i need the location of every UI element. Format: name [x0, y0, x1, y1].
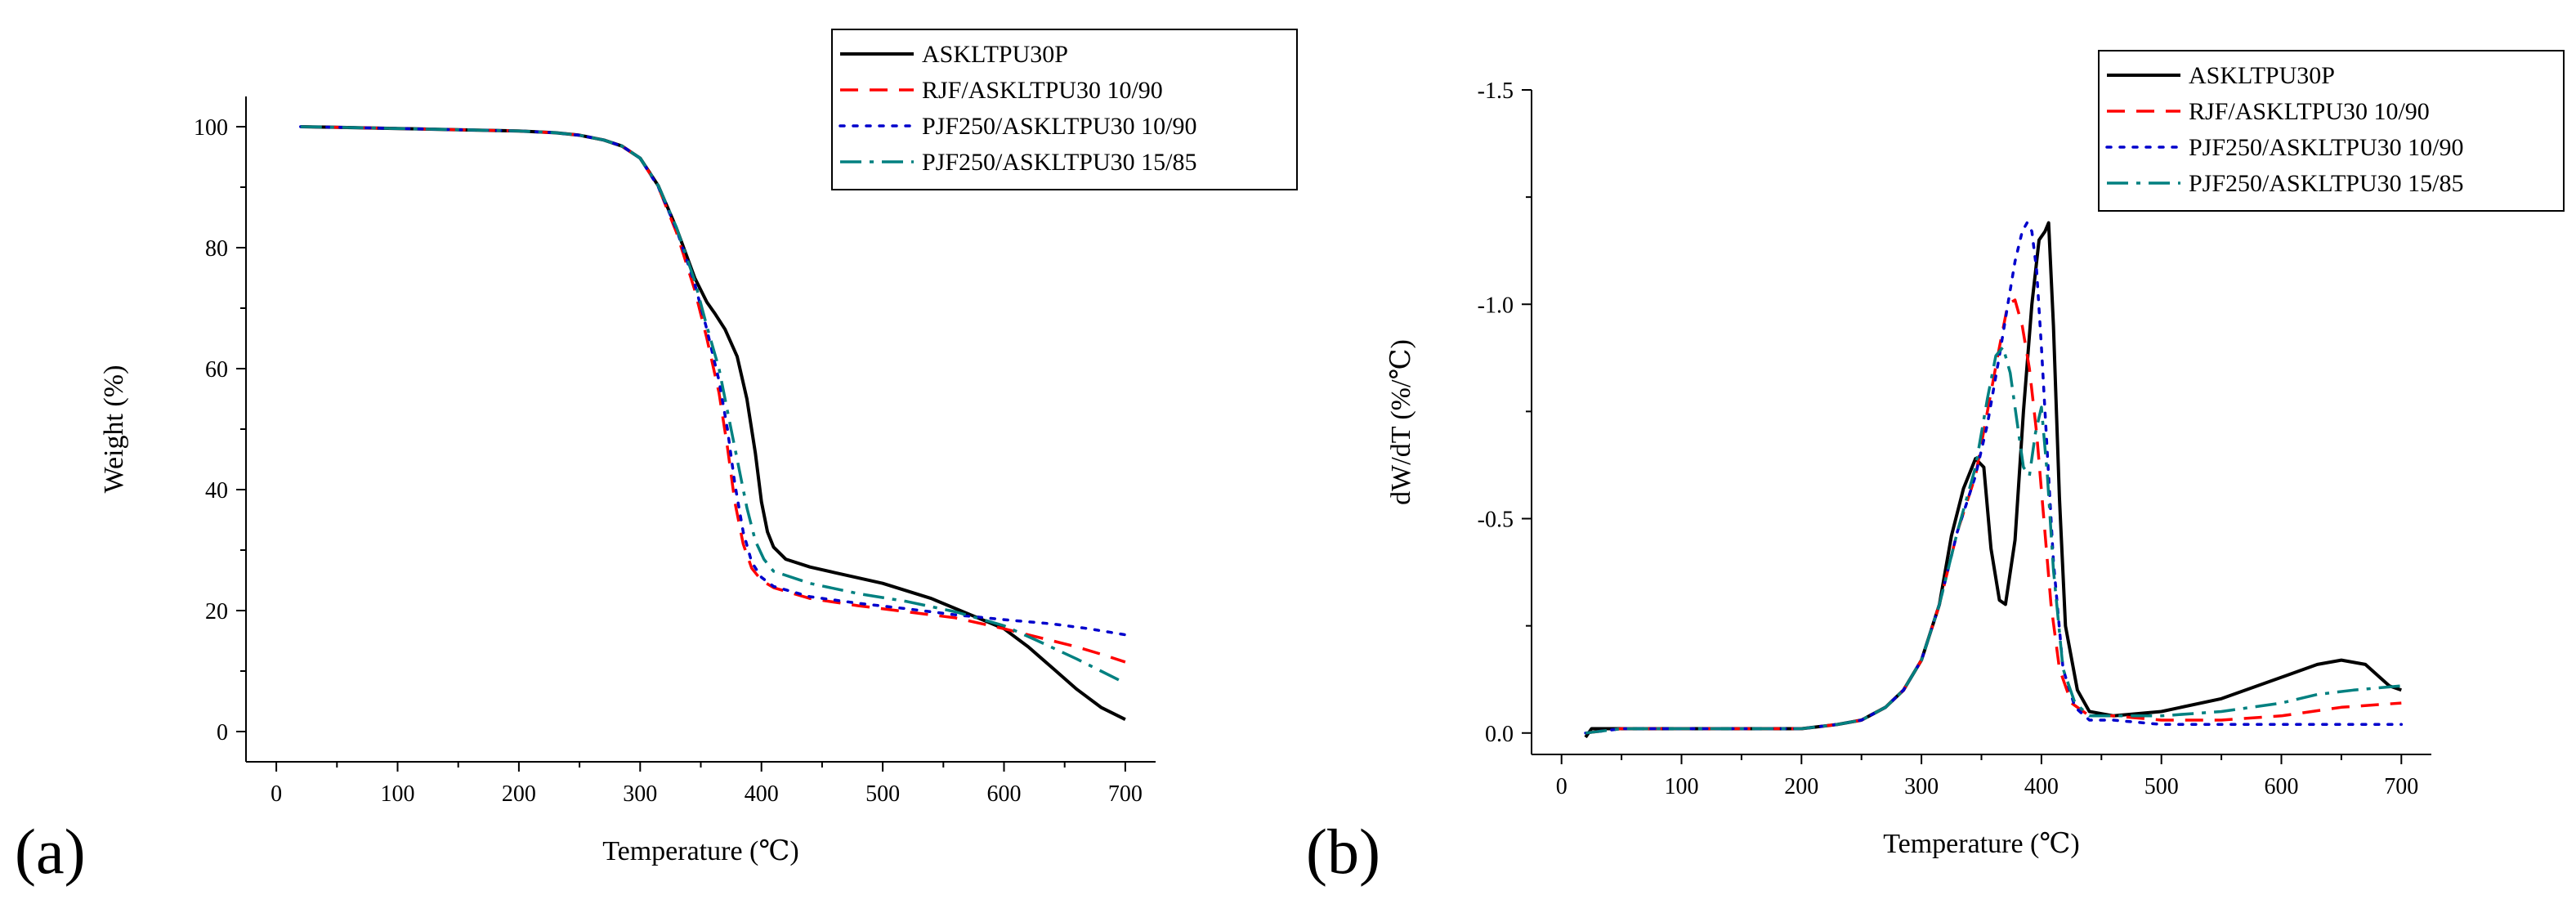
y-tick-label: 100	[194, 115, 228, 141]
x-tick-label: 100	[1665, 774, 1699, 799]
legend-box	[831, 29, 1298, 190]
y-tick-label: 60	[205, 357, 228, 383]
series-line-1	[1584, 221, 2402, 739]
y-tick-label: -0.5	[1478, 508, 1514, 533]
legend-entry-label: RJF/ASKLTPU30 10/90	[2189, 98, 2430, 125]
series-line-4	[300, 125, 1126, 685]
x-tick-label: 400	[2024, 774, 2059, 799]
series-line-3	[299, 125, 1127, 637]
x-tick-label: 200	[1784, 774, 1818, 799]
legend-entry-label: ASKLTPU30P	[2189, 62, 2335, 89]
chart-panel-a: 0 100 200 300 400 500 600 700 0 20 40 60 80 100 Temper…	[15, 29, 1298, 887]
x-tick-label: 500	[2144, 774, 2179, 799]
panel-letter: (a)	[15, 816, 86, 887]
series-line-1	[300, 125, 1126, 721]
x-axis-title: Temperature (℃)	[602, 836, 798, 866]
y-axis-title: dW/dT (%/℃)	[1386, 339, 1416, 505]
y-tick-label: 80	[205, 236, 228, 262]
legend-box	[2098, 50, 2565, 212]
y-tick-label: 0.0	[1485, 722, 1514, 747]
x-tick-label: 300	[1904, 774, 1939, 799]
series-line-4	[1585, 345, 2402, 735]
y-tick-label: -1.0	[1478, 293, 1514, 318]
x-tick-label: 200	[502, 781, 536, 807]
x-tick-label: 600	[2265, 774, 2299, 799]
y-tick-label: 0	[217, 720, 228, 745]
panel-letter: (b)	[1306, 816, 1380, 887]
x-tick-label: 0	[1556, 774, 1568, 799]
y-tick-label: 20	[205, 599, 228, 624]
y-tick-label: -1.5	[1478, 78, 1514, 104]
y-tick-label: 40	[205, 478, 228, 504]
legend-entry-label: RJF/ASKLTPU30 10/90	[922, 77, 1163, 104]
series-line-2	[300, 125, 1126, 664]
x-tick-label: 0	[271, 781, 282, 807]
x-axis-title: Temperature (℃)	[1883, 829, 2079, 859]
x-tick-label: 600	[987, 781, 1022, 807]
x-tick-label: 300	[623, 781, 657, 807]
x-tick-label: 100	[381, 781, 415, 807]
chart-panel-b: 0 100 200 300 400 500 600 700 0.0 -0.5 -1.0 -1.5 Tem…	[1306, 50, 2565, 887]
legend-entry-label: PJF250/ASKLTPU30 10/90	[922, 113, 1196, 140]
legend-entry-label: PJF250/ASKLTPU30 10/90	[2189, 134, 2463, 161]
legend-entry-label: PJF250/ASKLTPU30 15/85	[2189, 170, 2463, 197]
y-axis-title: Weight (%)	[99, 365, 129, 494]
x-tick-label: 700	[2384, 774, 2418, 799]
series-line-3	[1584, 221, 2404, 735]
x-tick-label: 400	[745, 781, 779, 807]
legend-entry-label: PJF250/ASKLTPU30 15/85	[922, 149, 1196, 176]
legend-entry-label: ASKLTPU30P	[922, 41, 1068, 68]
x-tick-label: 700	[1108, 781, 1143, 807]
x-tick-label: 500	[865, 781, 900, 807]
